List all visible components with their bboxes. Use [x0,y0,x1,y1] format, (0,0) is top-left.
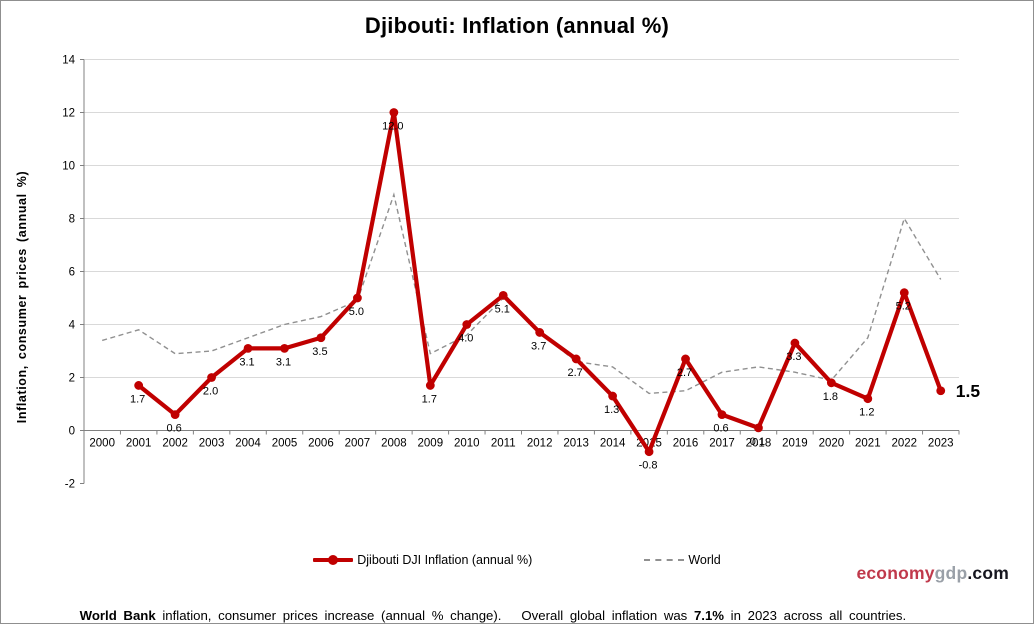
y-tick-label: 10 [62,161,75,173]
data-label: 5.2 [896,301,911,313]
data-label: 2.7 [568,367,583,379]
source-note: World Bank inflation, consumer prices in… [53,593,907,623]
data-point-marker [936,386,946,396]
y-tick-label: 6 [69,267,75,279]
data-point-marker [608,391,618,401]
data-point-marker [170,410,180,419]
logo-part-economy: economy [856,563,935,583]
y-tick-label: 0 [69,426,75,438]
data-label: 4.0 [458,333,473,345]
x-tick-label: 2011 [491,438,516,450]
x-tick-label: 2005 [272,438,298,450]
y-tick-label: -2 [65,479,75,491]
x-tick-label: 2008 [381,438,407,450]
chart-title: Djibouti: Inflation (annual %) [364,13,670,38]
x-tick-label: 2004 [235,438,261,450]
data-label: 3.1 [239,356,254,368]
x-tick-label: 2020 [819,438,845,450]
data-point-marker [535,328,545,337]
inflation-line-chart: -2 0 2 4 6 8 10 12 14 2000 2001 2002 2003 2004 2005 200… [62,55,981,491]
x-tick-label: 2018 [746,438,772,450]
data-point-marker [207,373,216,382]
legend-label-world: World [688,553,721,567]
data-point-marker [717,410,727,419]
source-note-text-2: in 2023 across all countries. [724,608,907,623]
site-logo: economygdp.com [856,563,1009,584]
djibouti-line [136,110,943,454]
data-label: 5.1 [495,303,510,315]
legend-label-djibouti: Djibouti DJI Inflation (annual %) [357,553,533,567]
data-label: 2.7 [677,367,692,379]
data-point-marker [863,394,873,404]
x-tick-label: 2003 [199,438,225,450]
data-point-marker [280,343,289,353]
data-point-marker [681,354,690,364]
data-label: 12.0 [382,121,403,133]
source-note-bold-global-rate: 7.1% [693,608,725,623]
x-tick-label: 2002 [162,438,188,450]
data-point-marker [462,320,472,329]
data-point-marker [899,288,909,298]
data-point-marker [790,338,800,348]
data-point-marker [389,108,399,117]
logo-part-com: .com [967,563,1009,583]
data-label: 3.3 [786,351,801,363]
legend-item-djibouti: Djibouti DJI Inflation (annual %) [313,553,532,567]
data-label: -0.8 [639,460,658,472]
x-tick-label: 2016 [673,438,699,450]
x-tick-label: 2021 [855,438,881,450]
data-point-marker [826,378,836,388]
data-label: 5.0 [349,306,364,318]
world-dashed-line-icon [644,559,685,561]
x-tick-label: 2001 [126,438,152,450]
data-label: 3.7 [531,340,546,352]
y-tick-label: 4 [69,320,76,332]
data-point-marker [243,343,253,353]
data-label: 3.5 [312,346,327,358]
data-label: 1.7 [422,393,437,405]
x-tick-label: 2009 [418,438,444,450]
data-label: 1.7 [130,393,145,405]
x-tick-label: 2006 [308,438,334,450]
data-label: 0.1 [750,436,765,448]
data-label: 0.6 [713,423,728,435]
djibouti-line-marker-icon [313,555,354,565]
data-point-marker [425,381,435,390]
data-label: 1.2 [859,407,874,419]
y-tick-label: 2 [69,373,75,385]
y-tick-label: 14 [62,55,75,67]
y-tick-label: 8 [69,214,75,226]
data-label: 3.1 [276,356,291,368]
x-tick-label: 2010 [454,438,480,450]
data-point-marker [353,293,362,303]
data-point-marker [498,290,508,300]
logo-part-gdp: gdp [934,563,968,583]
x-tick-label: 2023 [928,438,954,450]
y-tick-label: 12 [62,108,75,120]
data-label: 2.0 [203,386,218,398]
x-tick-label: 2007 [345,438,371,450]
x-tick-label: 2013 [563,438,589,450]
data-point-marker [316,333,326,343]
final-value-label: 1.5 [956,381,981,401]
x-tick-label: 2019 [782,438,808,450]
x-tick-label: 2000 [89,438,115,450]
x-tick-label: 2012 [527,438,553,450]
legend-item-world: World [644,553,721,567]
data-label: 1.8 [823,391,838,403]
x-tick-label: 2017 [709,438,735,450]
data-point-marker [134,381,144,390]
data-label: 1.3 [604,404,619,416]
data-label: 0.6 [166,423,181,435]
source-note-text-1: inflation, consumer prices increase (ann… [155,608,694,623]
data-point-marker [754,423,763,433]
data-point-marker [644,447,654,457]
x-tick-label: 2014 [600,438,626,450]
source-note-bold-world-bank: World Bank [79,608,156,623]
x-tick-label: 2022 [891,438,917,450]
data-point-marker [571,354,581,364]
chart-legend: Djibouti DJI Inflation (annual %) World [1,553,1033,567]
